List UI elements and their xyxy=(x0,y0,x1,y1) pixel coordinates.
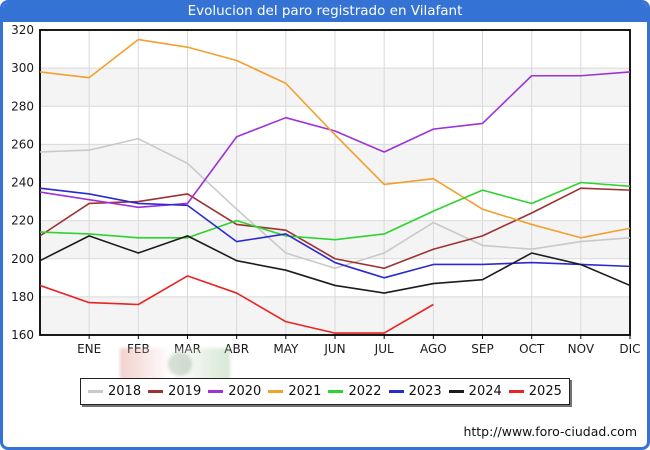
y-tick-label-160: 160 xyxy=(11,328,34,342)
series-line-2020 xyxy=(39,71,631,209)
legend-label-2024: 2024 xyxy=(468,384,502,399)
x-tick-label-JUL: JUL xyxy=(374,342,394,356)
series-line-2019 xyxy=(39,187,631,270)
y-tick-label-200: 200 xyxy=(11,252,34,266)
series-line-2025 xyxy=(39,275,434,334)
x-tick-label-ABR: ABR xyxy=(224,342,249,356)
legend-dash-2025 xyxy=(508,390,524,393)
chart-title: Evolucion del paro registrado en Vilafan… xyxy=(3,3,647,22)
legend-dash-2021 xyxy=(268,390,284,393)
series-line-2023 xyxy=(39,187,631,279)
legend-item-2025: 2025 xyxy=(508,384,562,399)
legend-dash-2023 xyxy=(388,390,404,393)
legend-label-2019: 2019 xyxy=(168,384,202,399)
legend-item-2018: 2018 xyxy=(88,384,141,399)
x-tick-label-MAR: MAR xyxy=(174,342,201,356)
legend-dash-2024 xyxy=(448,390,464,393)
x-tick-label-AGO: AGO xyxy=(420,342,447,356)
legend-dash-2018 xyxy=(88,390,104,393)
y-tick-label-260: 260 xyxy=(11,137,34,151)
series-line-2024 xyxy=(39,235,631,294)
series-line-2021 xyxy=(39,38,631,239)
series-line-2018 xyxy=(39,137,631,270)
y-tick-label-220: 220 xyxy=(11,214,34,228)
x-tick-label-MAY: MAY xyxy=(273,342,299,356)
y-tick-label-300: 300 xyxy=(11,61,34,75)
legend-label-2021: 2021 xyxy=(288,384,322,399)
legend-item-2023: 2023 xyxy=(388,384,442,399)
series-line-2022 xyxy=(39,181,631,241)
legend-dash-2020 xyxy=(208,390,224,393)
legend: 2018 2019 2020 2021 2022 2023 2024 2025 xyxy=(80,378,570,405)
watermark-emblem xyxy=(168,352,193,376)
watermark-logo xyxy=(120,348,230,380)
legend-item-2021: 2021 xyxy=(268,384,321,399)
x-tick-label-FEB: FEB xyxy=(127,342,150,356)
legend-label-2020: 2020 xyxy=(228,384,262,399)
legend-label-2022: 2022 xyxy=(348,384,382,399)
legend-item-2019: 2019 xyxy=(148,384,201,399)
x-tick-label-OCT: OCT xyxy=(519,342,545,356)
y-tick-label-280: 280 xyxy=(11,99,34,113)
legend-label-2018: 2018 xyxy=(108,384,142,399)
legend-item-2024: 2024 xyxy=(448,384,502,399)
legend-label-2025: 2025 xyxy=(528,384,562,399)
y-tick-label-180: 180 xyxy=(11,290,34,304)
legend-item-2020: 2020 xyxy=(208,384,261,399)
x-tick-label-ENE: ENE xyxy=(77,342,101,356)
x-tick-label-NOV: NOV xyxy=(568,342,595,356)
x-tick-label-DIC: DIC xyxy=(619,342,640,356)
legend-label-2023: 2023 xyxy=(408,384,442,399)
footer-url: http://www.foro-ciudad.com xyxy=(463,424,637,439)
x-tick-label-JUN: JUN xyxy=(323,342,345,356)
legend-dash-2022 xyxy=(328,390,344,393)
legend-item-2022: 2022 xyxy=(328,384,382,399)
y-tick-label-240: 240 xyxy=(11,176,34,190)
y-tick-label-320: 320 xyxy=(11,23,34,37)
legend-dash-2019 xyxy=(148,390,164,393)
x-tick-label-SEP: SEP xyxy=(471,342,493,356)
